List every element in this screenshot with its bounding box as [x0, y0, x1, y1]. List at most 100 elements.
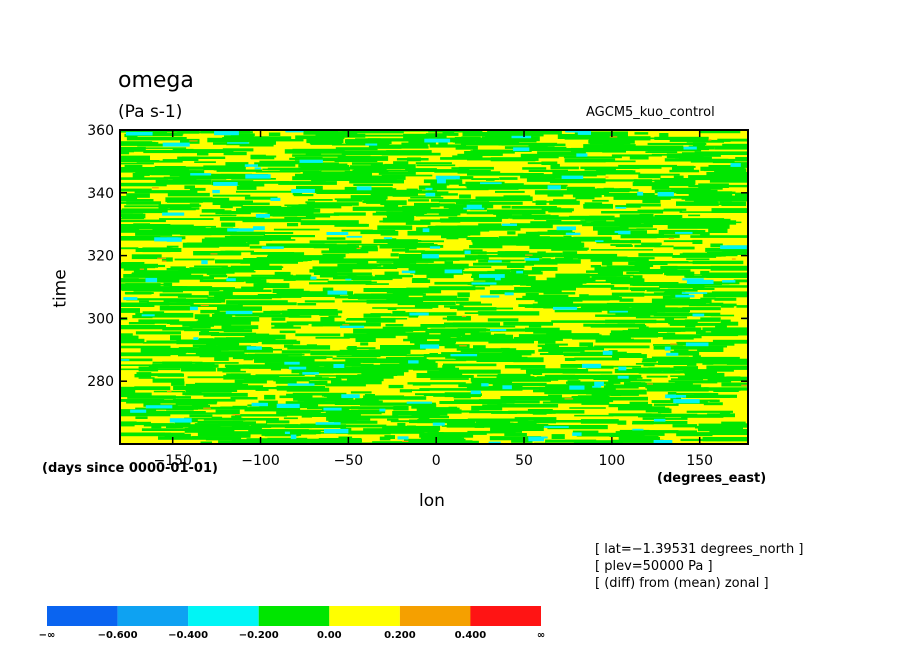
- field-streak-green: [345, 139, 355, 143]
- field-streak-green: [255, 266, 284, 268]
- field-speck-orange: [356, 247, 361, 250]
- field-streak-green: [438, 369, 501, 374]
- field-streak-green: [629, 282, 679, 286]
- field-streak-green: [601, 211, 664, 214]
- field-streak-green: [159, 218, 214, 220]
- field-streak-green: [470, 377, 513, 382]
- field-streak-green: [495, 190, 525, 193]
- y-tick-label: 300: [87, 311, 114, 327]
- field-streak-green: [482, 404, 510, 408]
- field-streak-green: [262, 168, 319, 171]
- field-streak-green: [380, 345, 426, 350]
- field-streak-green: [381, 174, 433, 177]
- field-streak-green: [242, 218, 302, 223]
- field-streak-green: [672, 424, 698, 428]
- field-streak-green: [407, 312, 457, 316]
- field-streak-green: [173, 400, 214, 404]
- field-streak-green: [397, 301, 456, 306]
- field-streak-green: [203, 419, 246, 421]
- field-streak-green: [601, 260, 613, 266]
- field-streak-green: [251, 274, 294, 277]
- field-streak-green: [441, 352, 480, 355]
- field-streak-green: [291, 294, 340, 297]
- field-streak-green: [717, 138, 748, 142]
- field-patch-cyan: [288, 366, 307, 370]
- field-streak-green: [605, 319, 657, 324]
- field-streak-green: [464, 312, 503, 314]
- field-streak-green: [308, 381, 326, 386]
- field-streak-green: [380, 230, 399, 236]
- field-streak-green: [347, 430, 391, 435]
- field-streak-green: [431, 266, 492, 268]
- field-patch-cyan: [145, 277, 158, 283]
- field-streak-green: [637, 330, 659, 335]
- field-streak-green: [513, 357, 544, 363]
- field-streak-green: [475, 237, 507, 242]
- field-streak-green: [259, 160, 321, 165]
- field-patch-cyan: [326, 232, 349, 235]
- field-patch-cyan: [488, 260, 502, 263]
- field-streak-green: [386, 288, 442, 294]
- field-streak-green: [324, 245, 359, 248]
- field-streak-green: [225, 250, 254, 253]
- field-streak-green: [693, 433, 748, 435]
- field-streak-green: [254, 358, 315, 363]
- field-streak-green: [500, 339, 514, 343]
- field-streak-green: [455, 358, 488, 361]
- field-streak-green: [629, 155, 649, 160]
- field-streak-green: [715, 324, 727, 329]
- field-streak-green: [635, 363, 673, 365]
- field-speck-orange: [461, 315, 467, 318]
- field-streak-green: [346, 377, 384, 382]
- field-patch-cyan: [480, 295, 500, 298]
- field-streak-green: [203, 165, 228, 171]
- field-streak-green: [232, 354, 289, 360]
- field-streak-green: [637, 209, 683, 212]
- field-streak-green: [198, 316, 260, 322]
- field-streak-green: [378, 171, 416, 175]
- field-streak-green: [288, 315, 312, 318]
- field-streak-green: [626, 271, 663, 275]
- field-streak-green: [206, 340, 240, 346]
- field-streak-green: [537, 151, 586, 156]
- field-streak-green: [631, 289, 646, 292]
- field-streak-green: [256, 266, 276, 270]
- field-patch-cyan: [450, 354, 478, 357]
- field-patch-cyan: [692, 313, 705, 317]
- field-streak-green: [685, 197, 696, 201]
- field-streak-green: [261, 206, 310, 211]
- y-axis-ticks: 280 300 320 340 360: [87, 123, 748, 390]
- field-patch-cyan: [424, 138, 451, 143]
- field-streak-green: [350, 195, 388, 200]
- field-streak-green: [120, 155, 150, 161]
- field-patch-cyan: [686, 279, 714, 284]
- field-streak-green: [522, 167, 547, 170]
- field-streak-green: [531, 236, 563, 242]
- field-streak-green: [613, 195, 671, 200]
- field-streak-green: [199, 214, 237, 217]
- field-streak-green: [163, 282, 173, 287]
- field-streak-green: [586, 390, 647, 395]
- field-streak-green: [409, 208, 467, 214]
- field-streak-green: [127, 399, 179, 402]
- field-streak-green: [263, 310, 281, 315]
- field-streak-green: [120, 368, 181, 371]
- field-streak-green: [414, 169, 470, 172]
- field-streak-green: [564, 160, 606, 163]
- field-streak-green: [490, 157, 536, 162]
- field-streak-green: [448, 216, 509, 219]
- field-streak-green: [467, 252, 512, 254]
- field-streak-green: [287, 364, 320, 369]
- field-patch-cyan: [383, 237, 393, 240]
- field-streak-green: [387, 418, 399, 421]
- field-patch-cyan: [169, 418, 192, 423]
- field-streak-green: [545, 385, 559, 389]
- field-streak-green: [561, 284, 615, 288]
- field-streak-green: [719, 411, 731, 416]
- field-streak-green: [273, 228, 320, 231]
- field-streak-green: [366, 201, 399, 204]
- field-streak-green: [459, 303, 492, 306]
- field-streak-green: [323, 179, 360, 181]
- field-streak-green: [664, 271, 695, 276]
- field-streak-green: [177, 295, 209, 298]
